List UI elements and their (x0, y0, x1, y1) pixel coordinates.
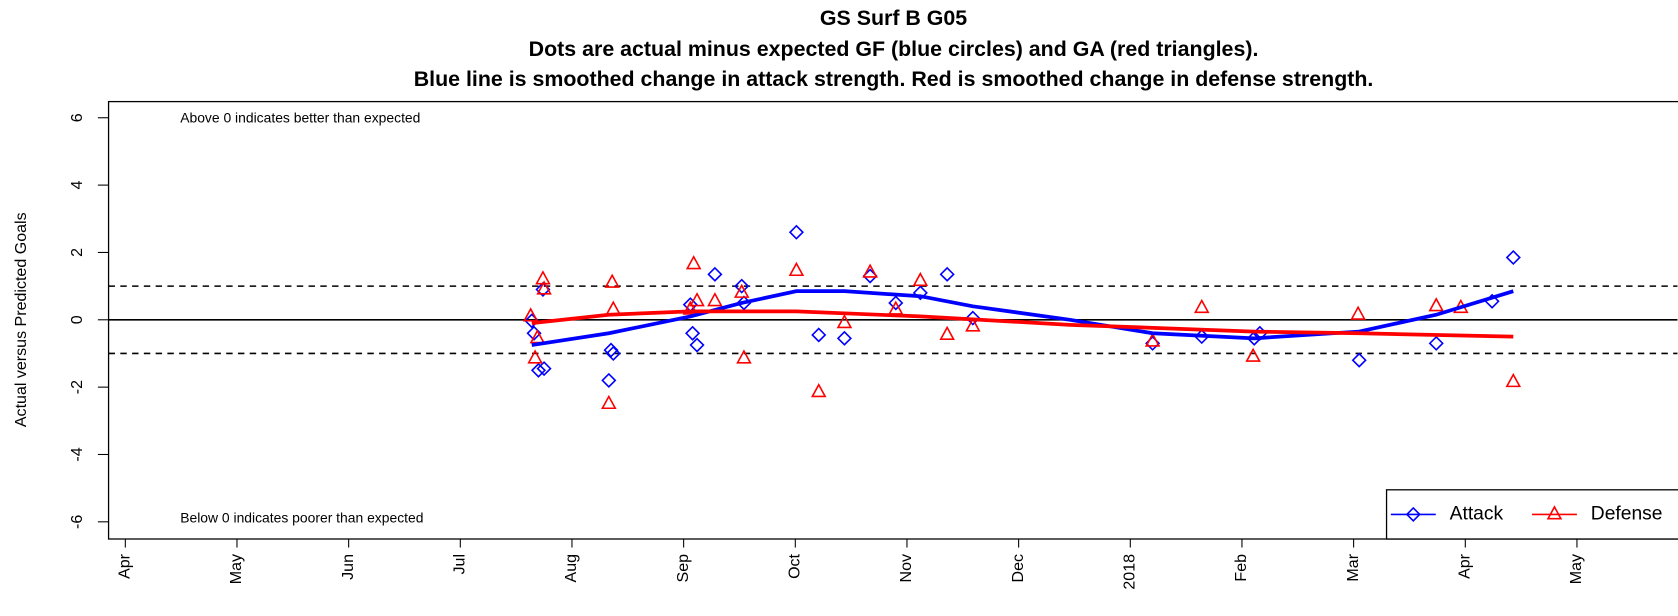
x-tick-label: Apr (116, 553, 134, 579)
diamond-marker (1405, 506, 1421, 522)
triangle-marker (522, 307, 539, 322)
y-tick-label: 6 (68, 113, 86, 122)
diamond-marker (707, 266, 723, 282)
diamond-marker (1428, 335, 1444, 351)
diamond-marker (965, 310, 981, 326)
annotation: Above 0 indicates better than expected (180, 110, 420, 126)
diamond-marker (601, 372, 617, 388)
chart-subtitle: Blue line is smoothed change in attack s… (414, 67, 1374, 91)
diamond-marker (788, 224, 804, 240)
triangle-marker (1144, 332, 1161, 347)
chart-title: GS Surf B G05 (820, 6, 967, 30)
diamond-marker (689, 337, 705, 353)
triangle-marker (689, 292, 705, 307)
legend-label: Defense (1591, 503, 1663, 524)
triangle-marker (685, 255, 702, 270)
y-axis-label: Actual versus Predicted Goals (12, 212, 30, 427)
x-tick-label: Apr (1456, 553, 1474, 579)
triangle-marker (788, 261, 805, 277)
triangle-marker (912, 271, 929, 287)
diamond-marker (734, 278, 750, 294)
x-tick-label: Mar (1344, 553, 1362, 581)
chart-subtitle: Dots are actual minus expected GF (blue … (529, 37, 1259, 61)
x-tick-label: Dec (1009, 554, 1027, 583)
triangle-marker (605, 300, 622, 315)
x-tick-label: Jul (451, 554, 469, 575)
triangle-marker (707, 292, 723, 307)
y-tick-label: 4 (68, 181, 86, 190)
triangle-marker (682, 300, 699, 315)
triangle-marker (535, 270, 551, 285)
triangle-marker (604, 273, 620, 288)
y-tick-label: 0 (68, 315, 86, 324)
diamond-marker (1505, 249, 1521, 266)
triangle-marker (527, 349, 543, 364)
y-tick-label: -6 (68, 515, 86, 529)
triangle-marker (601, 394, 617, 410)
diamond-marker (811, 327, 827, 343)
x-tick-label: Feb (1232, 554, 1250, 582)
triangle-marker (1245, 347, 1261, 362)
x-tick-label: Jun (339, 554, 357, 580)
y-tick-label: -2 (68, 380, 86, 394)
x-tick-label: Aug (562, 554, 580, 583)
annotation: Below 0 indicates poorer than expected (180, 509, 423, 525)
triangle-marker (736, 349, 752, 364)
x-tick-label: May (1567, 554, 1585, 584)
x-tick-label: May (227, 554, 245, 584)
diamond-marker (862, 268, 878, 284)
triangle-marker (536, 280, 552, 295)
diamond-marker (888, 295, 904, 311)
triangle-marker (1505, 372, 1522, 388)
smoothed-line (531, 309, 1514, 339)
x-tick-label: Sep (674, 554, 692, 583)
diamond-marker (536, 361, 552, 377)
triangle-marker (733, 283, 750, 298)
diamond-marker (939, 266, 955, 282)
diamond-marker (605, 345, 621, 362)
diamond-marker (530, 362, 547, 378)
triangle-marker (1193, 298, 1210, 314)
x-tick-label: Oct (786, 553, 804, 578)
triangle-marker (965, 317, 981, 332)
triangle-marker (1428, 297, 1445, 312)
triangle-marker (862, 263, 878, 278)
triangle-marker (1350, 305, 1366, 320)
triangle-marker (939, 325, 955, 341)
diamond-marker (912, 285, 928, 301)
triangle-marker (810, 383, 827, 398)
diamond-marker (1351, 352, 1367, 368)
diamond-marker (685, 325, 701, 341)
diamond-marker (836, 330, 852, 346)
x-tick-label: 2018 (1121, 554, 1139, 590)
triangle-marker (1546, 505, 1563, 520)
triangle-marker (836, 313, 853, 329)
smoothed-line (531, 289, 1514, 347)
y-tick-label: 2 (68, 248, 86, 257)
x-tick-label: Nov (897, 554, 915, 583)
y-tick-label: -4 (68, 447, 86, 461)
legend-label: Attack (1450, 503, 1504, 524)
